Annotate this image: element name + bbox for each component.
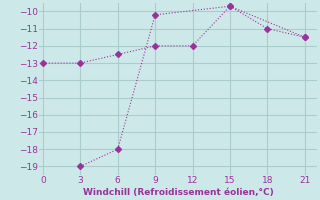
- X-axis label: Windchill (Refroidissement éolien,°C): Windchill (Refroidissement éolien,°C): [83, 188, 274, 197]
